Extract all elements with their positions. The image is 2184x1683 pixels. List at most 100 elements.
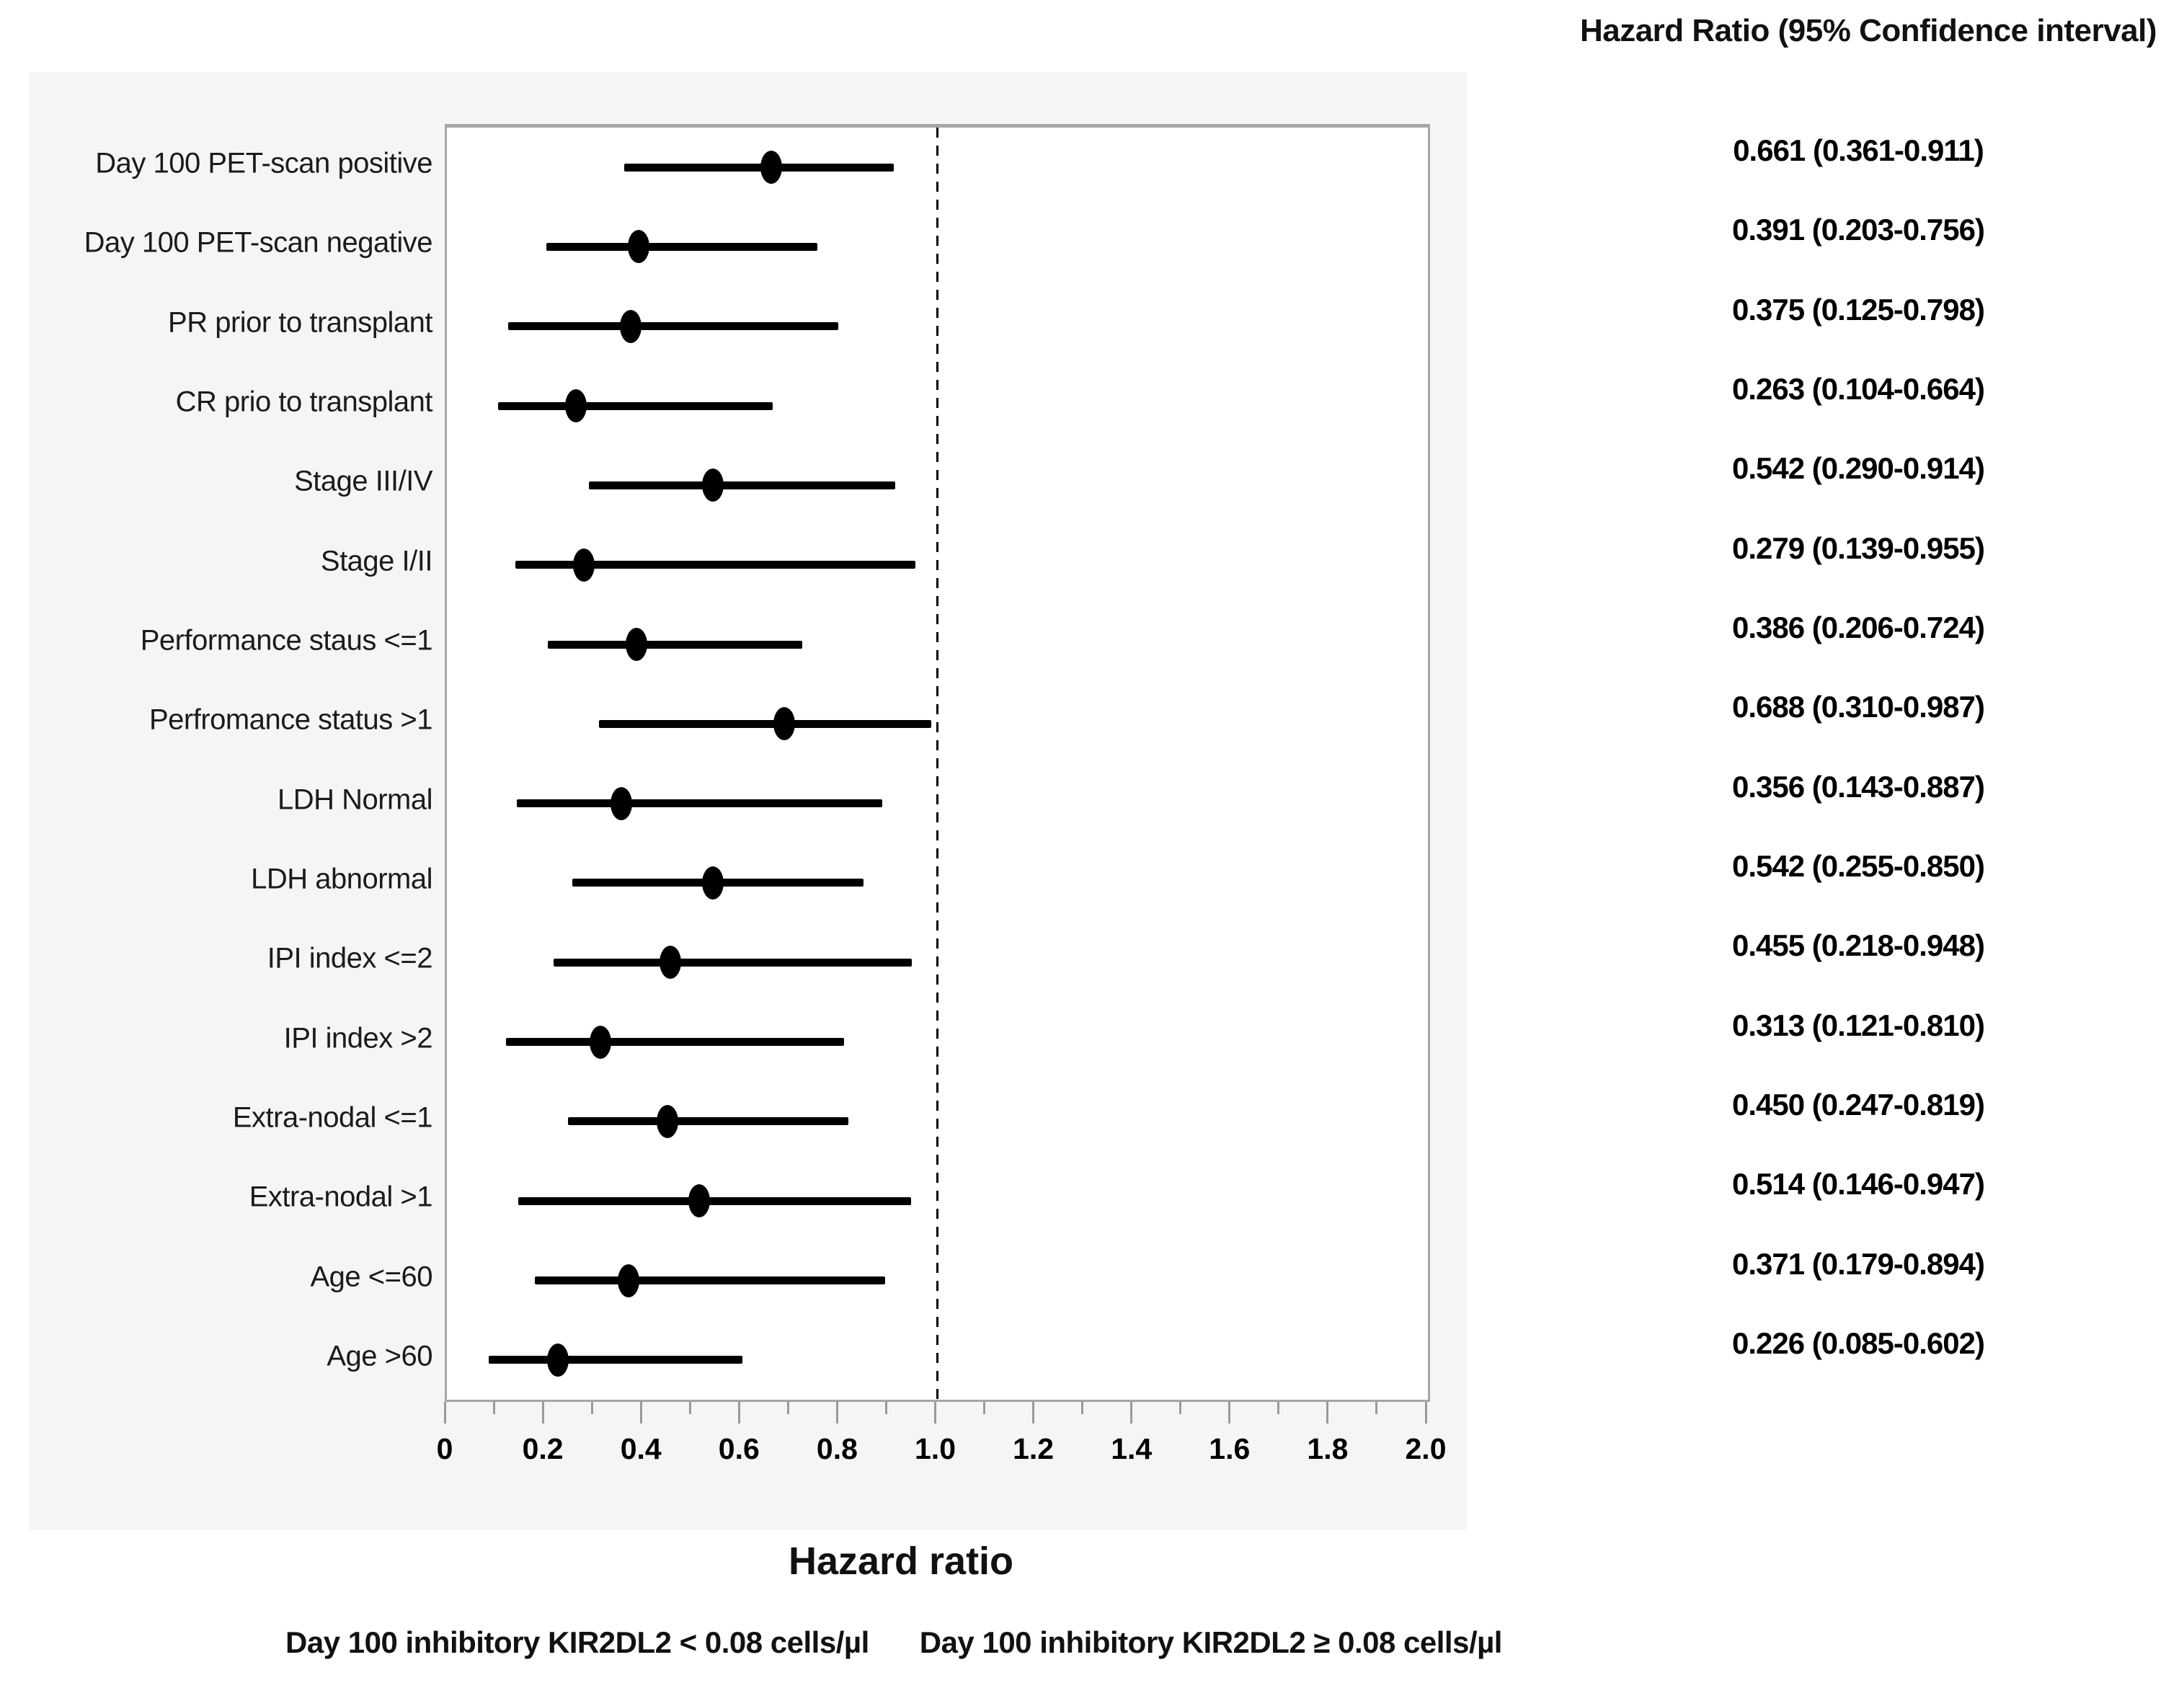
hr-ci-value: 0.661 (0.361-0.911) [1733,133,1984,168]
hr-ci-value: 0.688 (0.310-0.987) [1732,690,1985,724]
hr-ci-value: 0.391 (0.203-0.756) [1732,213,1985,247]
hr-point-marker [572,548,595,582]
hr-point-marker [659,946,681,980]
x-major-tick [541,1402,544,1424]
x-major-tick [1228,1402,1231,1424]
plot-area [447,128,1428,1400]
ci-whisker [517,799,882,808]
x-minor-tick [786,1402,789,1414]
hr-ci-value: 0.375 (0.125-0.798) [1732,292,1985,327]
row-label: LDH Normal [277,783,433,816]
x-minor-tick [1375,1402,1378,1414]
plot-frame [445,124,1430,1402]
ci-whisker [488,1356,742,1364]
row-label: Extra-nodal >1 [249,1181,433,1213]
hr-ci-value: 0.450 (0.247-0.819) [1732,1087,1985,1122]
hr-point-marker [628,230,650,264]
ci-whisker [623,163,894,172]
row-label: CR prio to transplant [175,386,433,418]
x-tick-label: 1.6 [1209,1432,1251,1465]
x-tick-label: 0.4 [620,1432,662,1465]
x-minor-tick [1081,1402,1084,1414]
x-major-tick [934,1402,936,1424]
hr-point-marker [625,628,647,662]
hr-ci-value: 0.542 (0.290-0.914) [1732,451,1985,486]
ci-whisker [508,322,839,331]
ci-whisker [598,719,931,728]
ci-whisker [515,561,915,569]
ci-whisker [554,958,913,967]
row-label: LDH abnormal [251,863,432,895]
x-major-tick [835,1402,838,1424]
ci-whisker [568,1117,849,1126]
legend-caption: Day 100 inhibitory KIR2DL2 < 0.08 cells/… [285,1625,1502,1660]
hr-point-marker [773,707,796,741]
hr-ci-value: 0.279 (0.139-0.955) [1732,530,1985,565]
x-tick-label: 1.2 [1013,1432,1055,1465]
x-major-tick [1326,1402,1329,1424]
x-tick-label: 2.0 [1405,1432,1447,1465]
hr-point-marker [546,1343,569,1377]
hr-ci-value: 0.371 (0.179-0.894) [1732,1246,1985,1281]
x-minor-tick [983,1402,986,1414]
hr-ci-value: 0.313 (0.121-0.810) [1732,1008,1985,1042]
row-label: Stage I/II [320,545,433,577]
x-major-tick [1032,1402,1035,1424]
ci-whisker [589,481,895,489]
hr-point-marker [618,1264,640,1297]
legend-right-group: Day 100 inhibitory KIR2DL2 ≥ 0.08 cells/… [919,1625,1503,1659]
hr-ci-value: 0.263 (0.104-0.664) [1732,372,1985,407]
hr-ci-value: 0.356 (0.143-0.887) [1732,769,1985,804]
x-minor-tick [688,1402,691,1414]
row-label: Stage III/IV [294,465,432,497]
row-label: Extra-nodal <=1 [232,1101,433,1134]
hr-ci-value: 0.542 (0.255-0.850) [1732,848,1985,883]
x-major-tick [737,1402,740,1424]
x-minor-tick [590,1402,593,1414]
row-label: Performance staus <=1 [140,624,433,657]
ci-whisker [518,1196,912,1205]
x-minor-tick [1179,1402,1182,1414]
x-minor-tick [884,1402,887,1414]
row-label: Perfromance status >1 [148,703,433,736]
x-minor-tick [1277,1402,1280,1414]
x-tick-label: 0.6 [718,1432,760,1465]
row-label: Age >60 [327,1340,432,1372]
x-major-tick [1424,1402,1427,1424]
hr-ci-value: 0.514 (0.146-0.947) [1732,1167,1985,1202]
x-tick-label: 1.8 [1307,1432,1349,1465]
hr-point-marker [657,1104,679,1138]
hr-point-marker [701,866,724,900]
x-major-tick [1130,1402,1133,1424]
x-tick-label: 1.0 [915,1432,956,1465]
ci-whisker [506,1038,845,1047]
hr-ci-value: 0.226 (0.085-0.602) [1732,1325,1985,1360]
row-label: Age <=60 [310,1261,433,1293]
x-tick-label: 1.4 [1111,1432,1153,1465]
x-tick-label: 0.8 [816,1432,858,1465]
x-minor-tick [492,1402,495,1414]
hr-point-marker [620,309,642,343]
row-label: Day 100 PET-scan negative [84,226,433,259]
hr-point-marker [611,786,633,820]
ci-whisker [497,401,773,410]
hr-point-marker [701,469,724,502]
hr-point-marker [760,151,782,185]
row-label: Day 100 PET-scan positive [95,147,432,179]
row-label: PR prior to transplant [168,306,432,339]
row-label: IPI index >2 [283,1022,433,1054]
x-major-tick [639,1402,642,1424]
ci-whisker [546,242,818,251]
reference-line-1.0 [936,128,938,1400]
hr-ci-value: 0.386 (0.206-0.724) [1732,610,1985,645]
hr-point-marker [589,1025,611,1059]
row-label: IPI index <=2 [267,942,433,974]
x-tick-label: 0 [436,1432,453,1465]
hr-column-header: Hazard Ratio (95% Confidence interval) [1579,13,2157,48]
ci-whisker [548,640,802,649]
hr-ci-value: 0.455 (0.218-0.948) [1732,928,1985,963]
x-axis-title: Hazard ratio [788,1540,1014,1583]
x-tick-label: 0.2 [522,1432,564,1465]
ci-whisker [534,1276,886,1285]
